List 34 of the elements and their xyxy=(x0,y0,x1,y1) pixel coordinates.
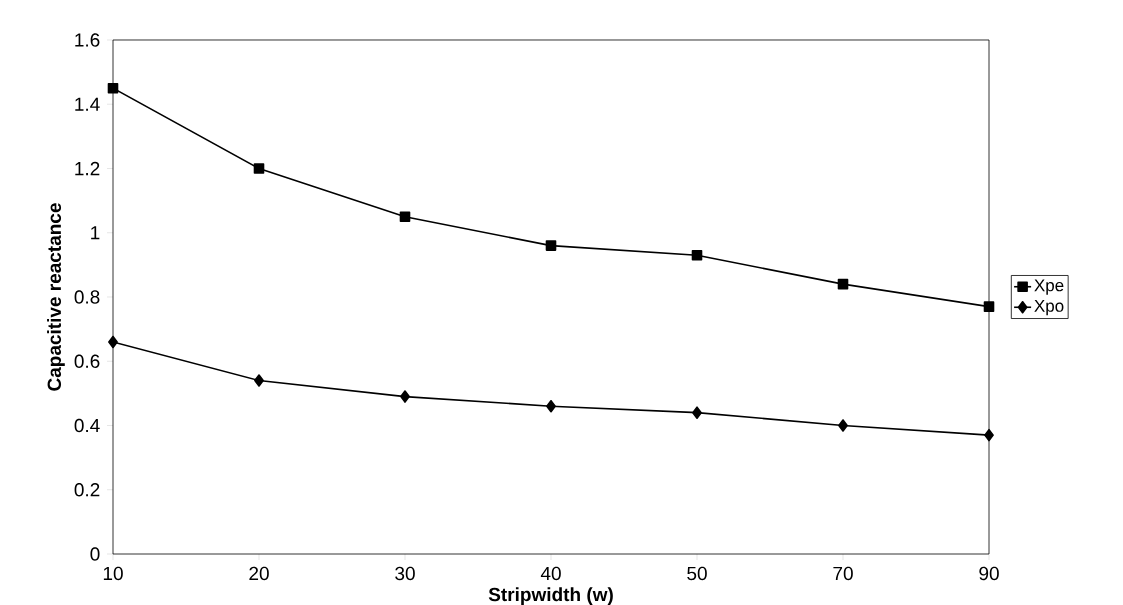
point xyxy=(400,390,410,403)
x-tick-label: 20 xyxy=(249,566,269,581)
x-tick-label: 10 xyxy=(103,566,123,581)
y-tick-label: 1 xyxy=(91,226,100,240)
point xyxy=(838,419,848,432)
y-axis-title: Capacitive reactance xyxy=(47,203,65,391)
legend-label: Xpe xyxy=(1034,279,1064,295)
point xyxy=(692,406,702,419)
point xyxy=(691,249,703,261)
y-tick-label: 0.4 xyxy=(74,418,100,433)
x-tick-label: 70 xyxy=(833,566,853,581)
point xyxy=(107,82,119,94)
point xyxy=(254,374,264,387)
y-tick-label: 1.4 xyxy=(75,97,100,111)
x-tick-label: 90 xyxy=(979,566,999,581)
point xyxy=(546,399,556,413)
y-tick-label: 0.2 xyxy=(74,483,100,497)
point xyxy=(983,301,995,312)
point xyxy=(984,428,994,442)
y-tick-label: 0.6 xyxy=(74,354,100,368)
legend-label: Xpo xyxy=(1034,299,1064,316)
x-tick-label: 30 xyxy=(395,566,415,581)
point xyxy=(253,163,265,174)
y-tick-label: 0 xyxy=(90,547,100,561)
x-tick-label: 50 xyxy=(687,566,707,581)
y-tick-label: 1.6 xyxy=(75,33,100,47)
point xyxy=(399,211,411,222)
point xyxy=(108,335,118,349)
y-tick-label: 1.2 xyxy=(75,161,100,176)
point xyxy=(837,278,849,290)
y-tick-label: 0.8 xyxy=(74,290,100,304)
x-axis-title: Stripwidth (w) xyxy=(488,587,613,605)
x-tick-label: 40 xyxy=(540,566,561,581)
point xyxy=(545,240,557,251)
